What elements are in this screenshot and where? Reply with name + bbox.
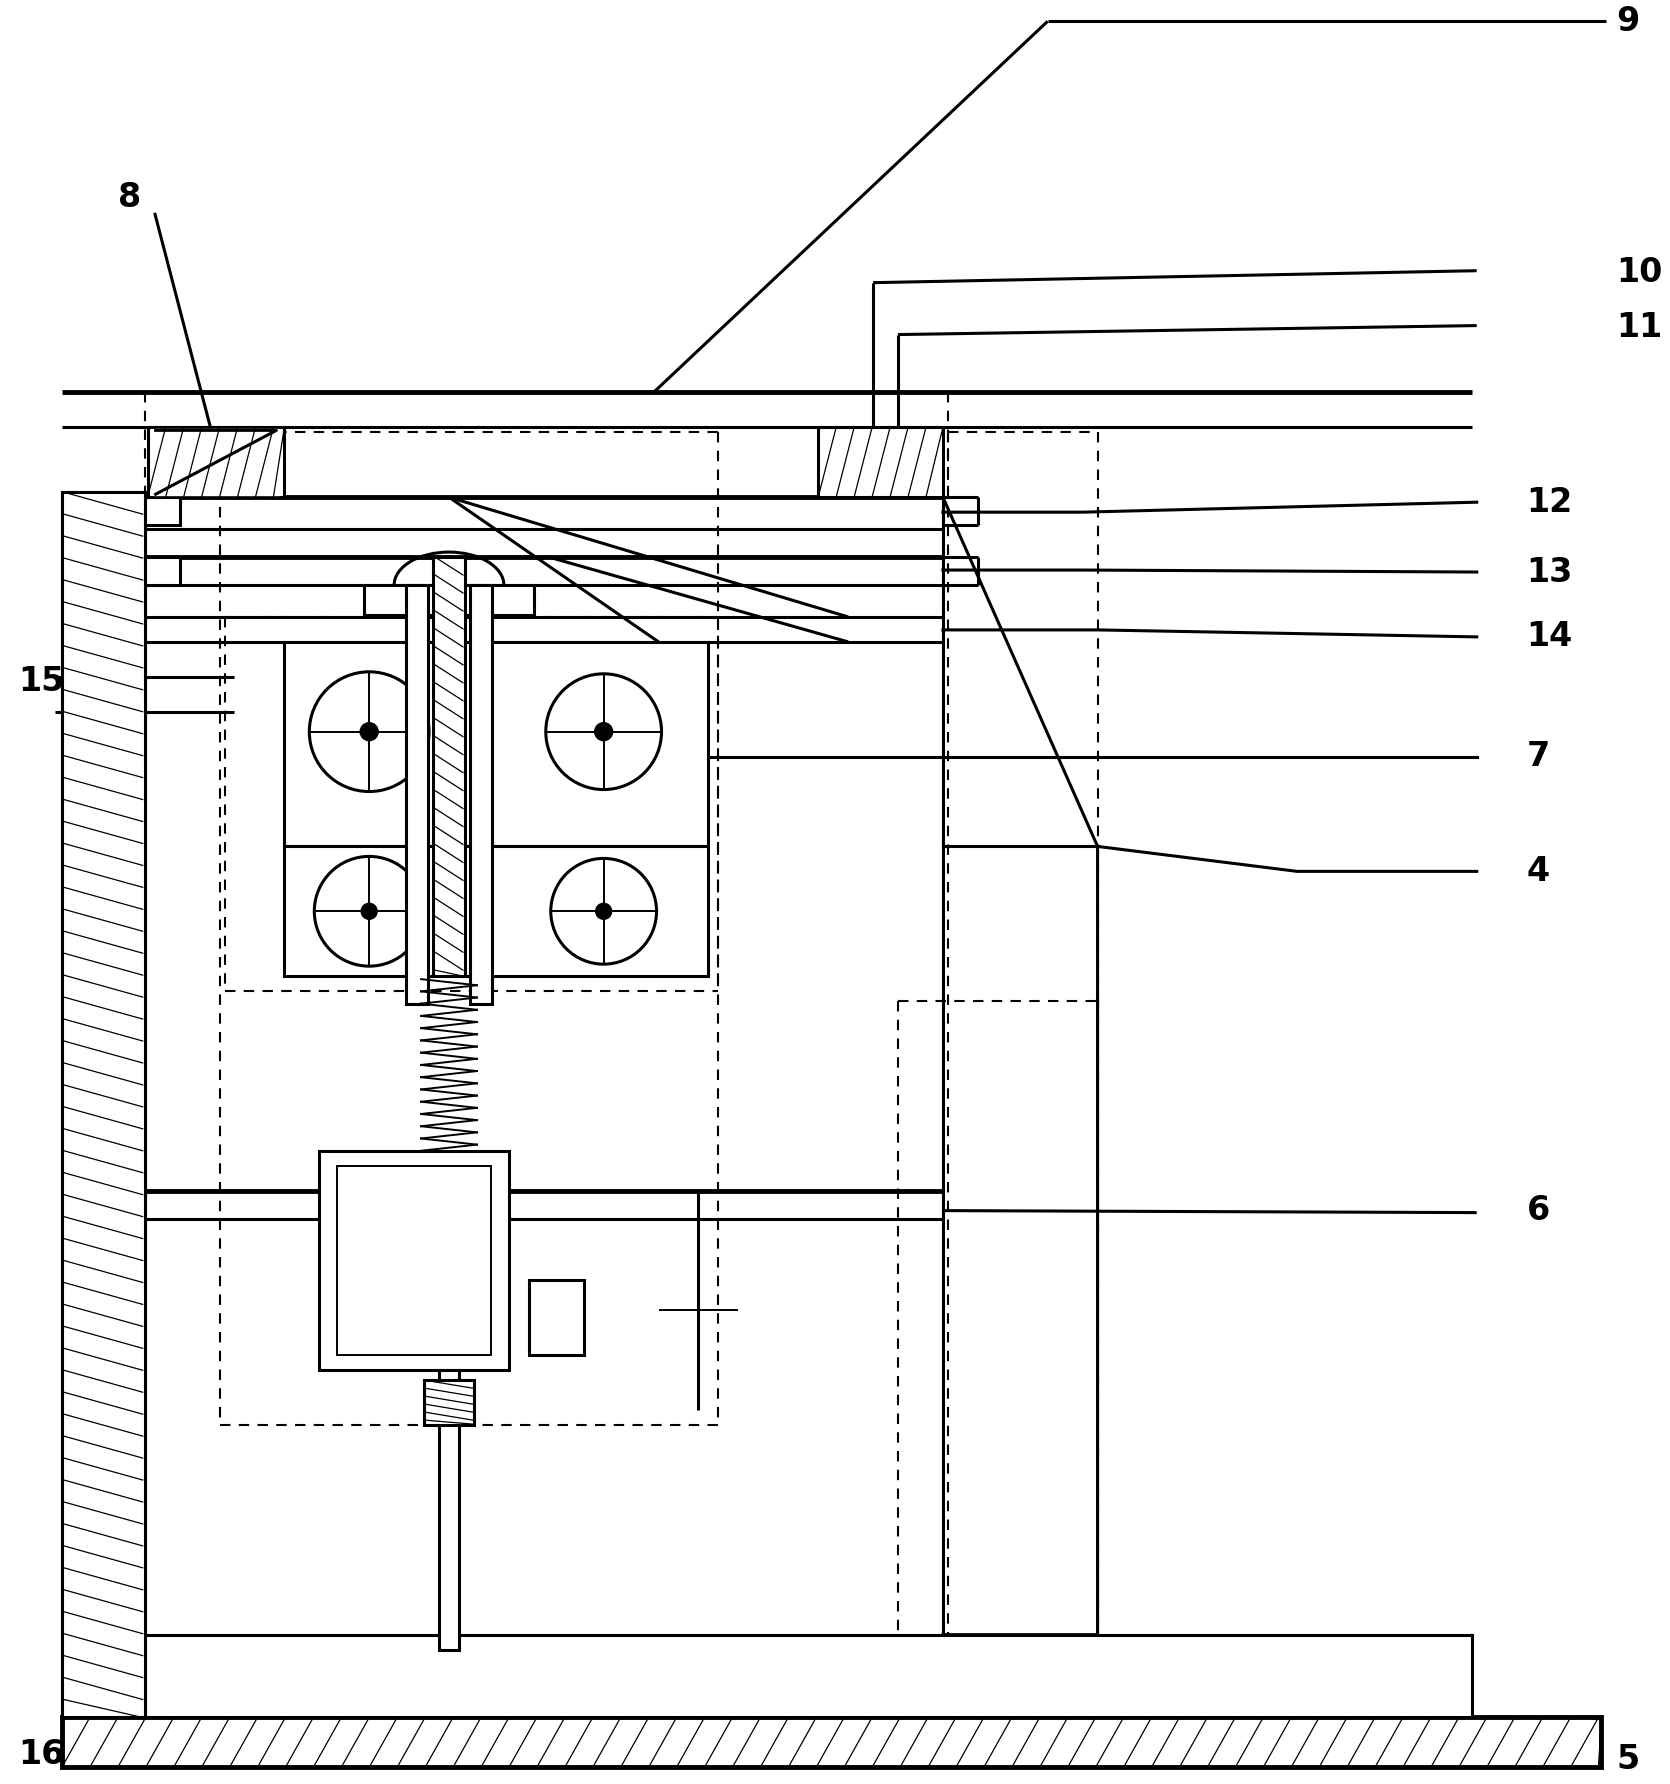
Text: 9: 9 (1617, 5, 1640, 37)
Bar (284, 846, 708, 976)
Polygon shape (147, 428, 284, 498)
Circle shape (361, 723, 377, 740)
Text: 15: 15 (18, 665, 65, 698)
Bar (62, 492, 145, 1718)
Text: 10: 10 (1617, 257, 1663, 289)
Text: 14: 14 (1526, 621, 1573, 653)
Bar (364, 585, 534, 615)
Text: 5: 5 (1617, 1743, 1640, 1775)
Bar (62, 1718, 1602, 1768)
Bar (337, 1165, 491, 1356)
Bar (145, 498, 180, 524)
Text: 8: 8 (119, 182, 140, 214)
Circle shape (361, 903, 377, 919)
Text: 16: 16 (18, 1738, 65, 1772)
Bar (94, 1634, 1471, 1718)
Text: 7: 7 (1526, 740, 1550, 772)
Polygon shape (152, 430, 279, 496)
Bar (406, 585, 428, 1004)
Bar (145, 557, 180, 585)
Circle shape (596, 903, 611, 919)
Bar (284, 642, 708, 846)
Bar (424, 1381, 474, 1425)
Bar (319, 1151, 509, 1370)
Bar (529, 1281, 584, 1356)
Circle shape (595, 723, 613, 740)
Text: 4: 4 (1526, 855, 1550, 888)
Bar (469, 585, 493, 1004)
Bar (433, 557, 464, 976)
Text: 6: 6 (1526, 1193, 1550, 1227)
Bar (62, 492, 145, 1718)
Text: 11: 11 (1617, 310, 1663, 344)
Bar (439, 1370, 459, 1650)
Polygon shape (818, 428, 944, 498)
Text: 12: 12 (1526, 485, 1573, 519)
Text: 13: 13 (1526, 555, 1573, 589)
